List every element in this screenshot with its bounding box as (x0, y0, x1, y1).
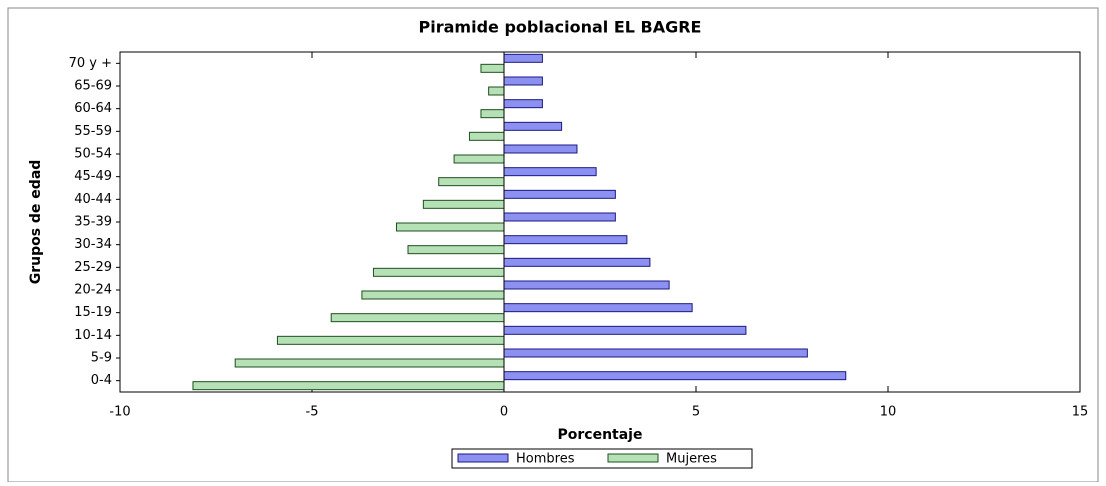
bar (422, 199, 505, 209)
bar (395, 222, 505, 232)
x-axis-label: Porcentaje (558, 427, 643, 443)
bar (503, 121, 563, 131)
bar (488, 86, 505, 96)
y-tick-label: 40-44 (74, 192, 112, 207)
y-tick-label: 30-34 (74, 237, 112, 252)
y-tick-label: 60-64 (74, 101, 112, 116)
bar (503, 235, 628, 245)
bar (361, 290, 505, 300)
bar (330, 313, 505, 323)
bar (480, 63, 505, 73)
bar (503, 99, 543, 109)
bar (468, 131, 505, 141)
x-tick-label: 10 (880, 405, 897, 420)
bar (503, 212, 616, 222)
bar (503, 76, 543, 86)
bar (503, 167, 597, 177)
bar (503, 189, 616, 199)
bar (438, 177, 505, 187)
y-tick-label: 45-49 (74, 169, 112, 184)
y-tick-label: 5-9 (91, 351, 112, 366)
x-tick-label: 5 (692, 405, 700, 420)
y-tick-label: 65-69 (74, 79, 112, 94)
bar (407, 245, 505, 255)
y-tick-label: 50-54 (74, 147, 112, 162)
y-tick-label: 0-4 (91, 373, 112, 388)
legend-label: Hombres (516, 452, 575, 467)
bar (192, 381, 505, 391)
bar (503, 348, 808, 358)
bar (234, 358, 505, 368)
bar (480, 109, 505, 119)
y-axis-label: Grupos de edad (28, 160, 44, 285)
y-tick-label: 15-19 (74, 305, 112, 320)
legend-swatch (457, 453, 509, 463)
legend-swatch (607, 453, 659, 463)
y-tick-label: 55-59 (74, 124, 112, 139)
bar (453, 154, 505, 164)
y-tick-label: 20-24 (74, 283, 112, 298)
bar (503, 53, 543, 63)
legend-label: Mujeres (666, 452, 717, 467)
x-tick-label: -5 (306, 405, 319, 420)
bar (503, 325, 747, 335)
plot-frame (119, 51, 1081, 393)
x-tick-label: 0 (500, 405, 508, 420)
y-tick-label: 25-29 (74, 260, 112, 275)
chart-title: Piramide poblacional EL BAGRE (419, 18, 702, 37)
x-tick-label: 15 (1072, 405, 1089, 420)
bar (503, 371, 847, 381)
y-tick-label: 10-14 (74, 328, 112, 343)
bar (503, 144, 578, 154)
bar (503, 257, 651, 267)
bar (372, 267, 505, 277)
bar (276, 335, 505, 345)
y-tick-label: 70 y + (69, 56, 112, 71)
bar (503, 280, 670, 290)
legend-frame (451, 448, 753, 469)
y-tick-label: 35-39 (74, 215, 112, 230)
bar (503, 303, 693, 313)
x-tick-label: -10 (109, 405, 130, 420)
